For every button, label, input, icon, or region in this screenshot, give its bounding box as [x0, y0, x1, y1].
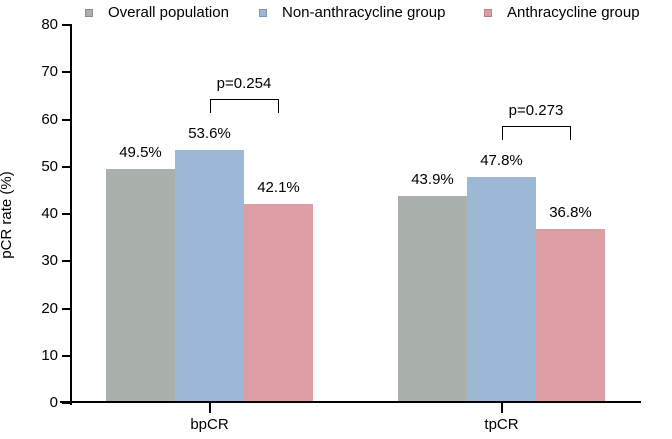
legend-item-2: Non-anthracycline group [259, 4, 445, 22]
legend-label: Overall population [108, 4, 229, 21]
bar [106, 169, 175, 403]
y-tick-label: 80 [41, 16, 58, 33]
y-tick [62, 354, 72, 357]
bar [175, 149, 244, 403]
y-tick-label: 50 [41, 157, 58, 175]
bar-value-label: 42.1% [257, 179, 300, 197]
legend-label: Anthracycline group [507, 4, 640, 21]
x-axis-line [60, 401, 641, 403]
x-tick [500, 403, 503, 413]
legend-swatch-icon [484, 9, 492, 17]
y-tick-label: 0 [49, 394, 58, 411]
x-category-label: tpCR [484, 416, 519, 433]
y-tick [62, 402, 72, 404]
y-tick [62, 260, 72, 263]
x-category-label: bpCR [190, 416, 229, 433]
bar [536, 229, 605, 403]
bar [244, 204, 313, 403]
y-tick-label: 30 [41, 252, 58, 270]
y-tick-label: 70 [41, 63, 58, 81]
p-value-label: p=0.273 [508, 102, 564, 120]
y-tick [62, 71, 72, 74]
legend-item-1: Overall population [85, 4, 229, 22]
y-tick-label: 20 [41, 299, 58, 317]
y-tick [62, 118, 72, 121]
y-tick [62, 307, 72, 310]
bar-value-label: 36.8% [549, 204, 592, 222]
bar-value-label: 53.6% [188, 124, 231, 142]
bar-value-label: 49.5% [119, 144, 162, 162]
bar-value-label: 43.9% [411, 170, 454, 188]
y-tick-label: 10 [41, 346, 58, 364]
y-tick [62, 213, 72, 215]
bar [398, 195, 467, 403]
y-axis-line [70, 25, 72, 405]
y-tick [62, 24, 72, 26]
significance-bracket [209, 98, 279, 113]
legend-swatch-icon [259, 9, 267, 17]
y-tick [62, 165, 72, 168]
legend-item-3: Anthracycline group [484, 4, 640, 22]
y-tick-label: 40 [41, 205, 58, 222]
y-tick-label: 60 [41, 110, 58, 128]
x-tick [208, 403, 211, 413]
y-axis-title: pCR rate (%) [0, 171, 15, 259]
bar-value-label: 47.8% [480, 152, 523, 170]
legend-label: Non-anthracycline group [282, 4, 446, 21]
legend-swatch-icon [85, 9, 93, 17]
p-value-label: p=0.254 [216, 74, 272, 92]
significance-bracket [501, 126, 571, 141]
bar [467, 177, 536, 403]
